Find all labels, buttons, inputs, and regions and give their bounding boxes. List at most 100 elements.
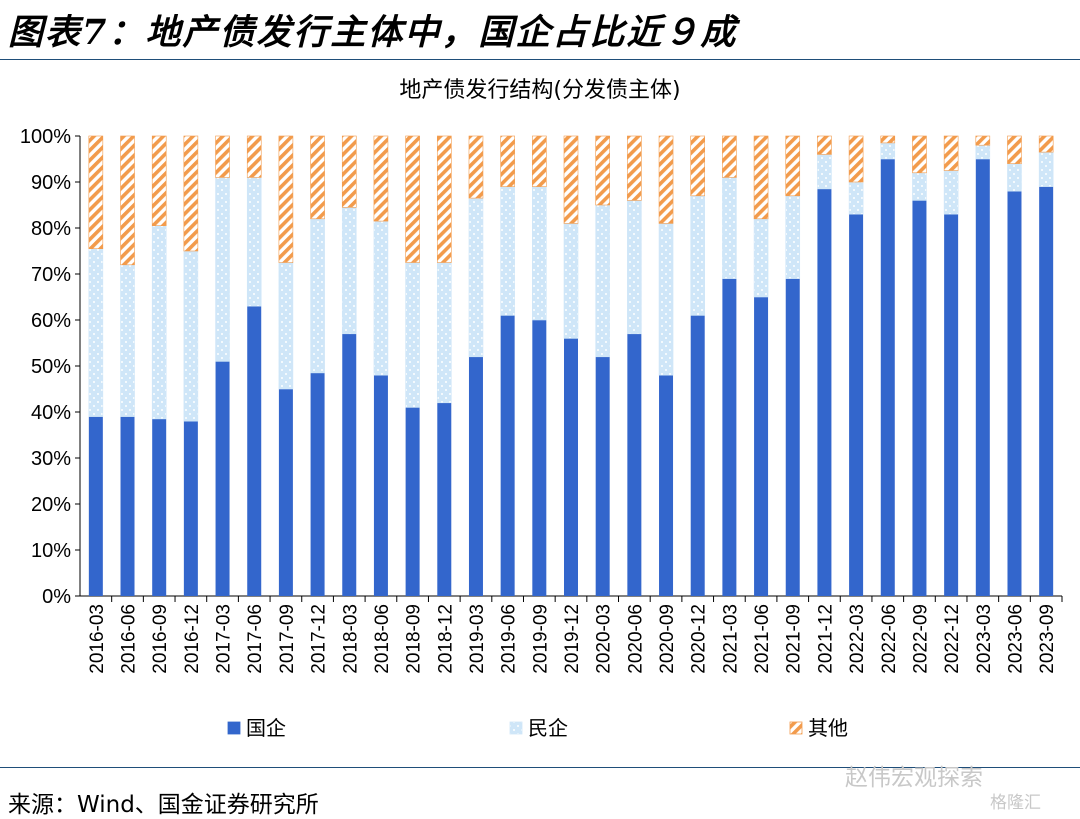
bar-segment — [975, 159, 990, 596]
x-tick-label: 2017-03 — [214, 604, 235, 674]
x-tick-label: 2019-09 — [530, 604, 551, 674]
x-tick-label: 2019-06 — [499, 604, 520, 674]
bar-segment — [183, 421, 198, 596]
figure-title: 图表7：地产债发行主体中，国企占比近９成 — [8, 12, 738, 53]
bar-segment — [342, 333, 357, 596]
x-tick-label: 2017-12 — [309, 604, 330, 674]
bar-segment — [88, 416, 103, 596]
bar-segment — [627, 135, 642, 201]
bar-segment — [532, 135, 547, 187]
bar-segment — [880, 135, 896, 144]
bar-segment — [785, 135, 801, 197]
y-tick-label: 40% — [31, 402, 71, 424]
bar-segment — [595, 135, 610, 206]
bar-segment — [373, 220, 389, 376]
bar-segment — [532, 186, 547, 321]
x-tick-label: 2022-12 — [942, 604, 963, 674]
bar-segment — [975, 144, 991, 160]
bar-segment — [944, 214, 959, 596]
y-tick-label: 50% — [31, 356, 71, 378]
bar-segment — [120, 135, 135, 266]
bar-segment — [1039, 186, 1054, 596]
x-tick-label: 2021-12 — [815, 604, 836, 674]
legend-swatch — [227, 721, 241, 735]
bar-segment — [215, 361, 230, 596]
x-tick-label: 2016-06 — [119, 604, 140, 674]
bottom-rule — [0, 767, 1080, 768]
bar-segment — [405, 135, 420, 263]
bar-segment — [1007, 135, 1022, 164]
bar-segment — [436, 262, 452, 404]
legend-swatch — [509, 721, 523, 735]
bar-segment — [246, 177, 262, 307]
bar-segment — [246, 135, 262, 178]
bar-segment — [1038, 151, 1054, 187]
bar-segment — [215, 177, 230, 362]
x-tick-label: 2017-06 — [245, 604, 266, 674]
y-tick-label: 70% — [31, 264, 71, 286]
bar-segment — [468, 135, 484, 199]
bar-segment — [500, 186, 515, 316]
bar-segment — [120, 264, 135, 417]
bar-segment — [722, 135, 737, 178]
x-tick-label: 2018-09 — [404, 604, 425, 674]
x-tick-label: 2023-03 — [974, 604, 995, 674]
x-tick-label: 2021-09 — [784, 604, 805, 674]
bar-segment — [627, 333, 642, 596]
y-tick-label: 80% — [31, 218, 71, 240]
source-note: 来源：Wind、国金证券研究所 — [8, 792, 319, 818]
bar-segment — [722, 278, 737, 596]
bar-segment — [310, 135, 325, 220]
x-tick-label: 2019-03 — [467, 604, 488, 674]
bar-segment — [247, 306, 262, 596]
x-tick-label: 2018-03 — [340, 604, 361, 674]
y-tick-label: 30% — [31, 448, 71, 470]
bar-segment — [658, 135, 674, 224]
bar-segment — [500, 315, 515, 596]
bar-segment — [912, 172, 927, 201]
bar-segment — [1038, 135, 1054, 153]
y-tick-label: 100% — [20, 126, 71, 148]
y-tick-label: 90% — [31, 172, 71, 194]
bar-segment — [405, 262, 420, 408]
legend-label: 民企 — [528, 716, 568, 740]
x-tick-label: 2022-09 — [910, 604, 931, 674]
bar-segment — [278, 262, 294, 390]
bar-segment — [722, 177, 737, 279]
bar-segment — [88, 248, 104, 417]
x-tick-label: 2022-06 — [879, 604, 900, 674]
x-tick-label: 2016-09 — [150, 604, 171, 674]
bar-segment — [848, 181, 864, 215]
bar-segment — [183, 250, 199, 422]
bar-segment — [152, 418, 167, 596]
bar-segment — [405, 407, 420, 596]
bar-segment — [690, 315, 705, 596]
chart-title: 地产债发行结构(分发债主体) — [399, 78, 680, 103]
bar-segment — [817, 188, 832, 596]
bar-segment — [373, 135, 389, 222]
y-tick-label: 10% — [31, 540, 71, 562]
bar-segment — [341, 135, 357, 208]
bar-segment — [1007, 163, 1022, 192]
bar-segment — [817, 135, 832, 155]
watermark-2: 格隆汇 — [990, 793, 1041, 813]
x-tick-label: 2023-09 — [1037, 604, 1058, 674]
bar-segment — [468, 356, 483, 596]
x-tick-label: 2018-06 — [372, 604, 393, 674]
x-tick-label: 2017-09 — [277, 604, 298, 674]
bar-segment — [436, 135, 452, 263]
bar-segment — [848, 135, 864, 183]
bar-segment — [278, 389, 293, 596]
bar-segment — [912, 200, 927, 596]
y-tick-label: 20% — [31, 494, 71, 516]
bar-segment — [563, 135, 579, 224]
bar-segment — [690, 195, 706, 316]
bar-segment — [975, 135, 991, 146]
bar-segment — [595, 204, 610, 358]
stacked-bar-chart: 地产债发行结构(分发债主体) 0% 10% 20% 30% 40% 50% 60% 70% 80… — [20, 78, 1063, 740]
bar-segment — [88, 135, 104, 249]
bar-segment — [627, 200, 642, 335]
bar-segment — [880, 159, 895, 596]
bar-segment — [817, 154, 832, 190]
bar-segment — [912, 135, 927, 174]
